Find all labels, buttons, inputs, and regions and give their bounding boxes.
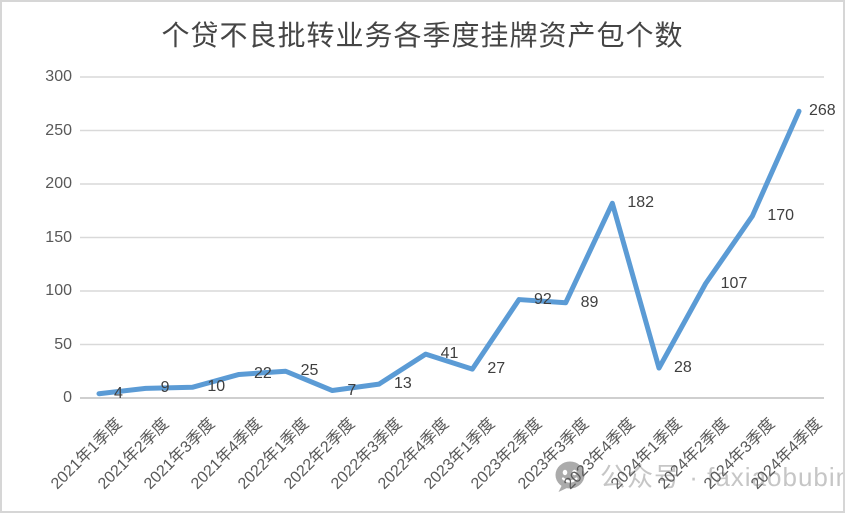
data-point-label: 92 [534,290,552,308]
data-point-label: 182 [627,194,655,212]
data-point-label: 4 [114,384,123,402]
data-point-label: 25 [300,362,319,380]
data-point-label: 13 [394,375,412,393]
wechat-icon [555,461,585,492]
data-point-label: 9 [160,379,170,397]
y-axis-tick-label: 50 [54,335,72,353]
y-axis-tick-label: 200 [45,175,72,192]
data-point-label: 22 [254,365,272,383]
y-axis-tick-label: 150 [45,228,72,246]
data-point-label: 10 [207,378,226,396]
y-axis-tick-label: 250 [45,121,72,139]
data-point-label: 268 [809,102,836,120]
data-point-label: 89 [580,293,599,311]
y-axis-tick-label: 0 [63,389,72,406]
data-point-label: 41 [440,345,459,363]
data-point-label: 107 [720,274,748,292]
y-axis-tick-label: 300 [45,68,72,85]
data-point-label: 28 [674,359,692,377]
chart-title: 个贷不良批转业务各季度挂牌资产包个数 [161,20,684,51]
series-line [96,108,802,397]
data-point-label: 27 [487,360,506,378]
watermark-text: 公众号 · faxiaobubin [600,462,845,492]
data-point-label: 170 [767,207,795,225]
data-point-label: 7 [347,381,357,399]
y-axis-tick-label: 100 [45,282,72,299]
watermark: 公众号 · faxiaobubin [552,458,845,496]
